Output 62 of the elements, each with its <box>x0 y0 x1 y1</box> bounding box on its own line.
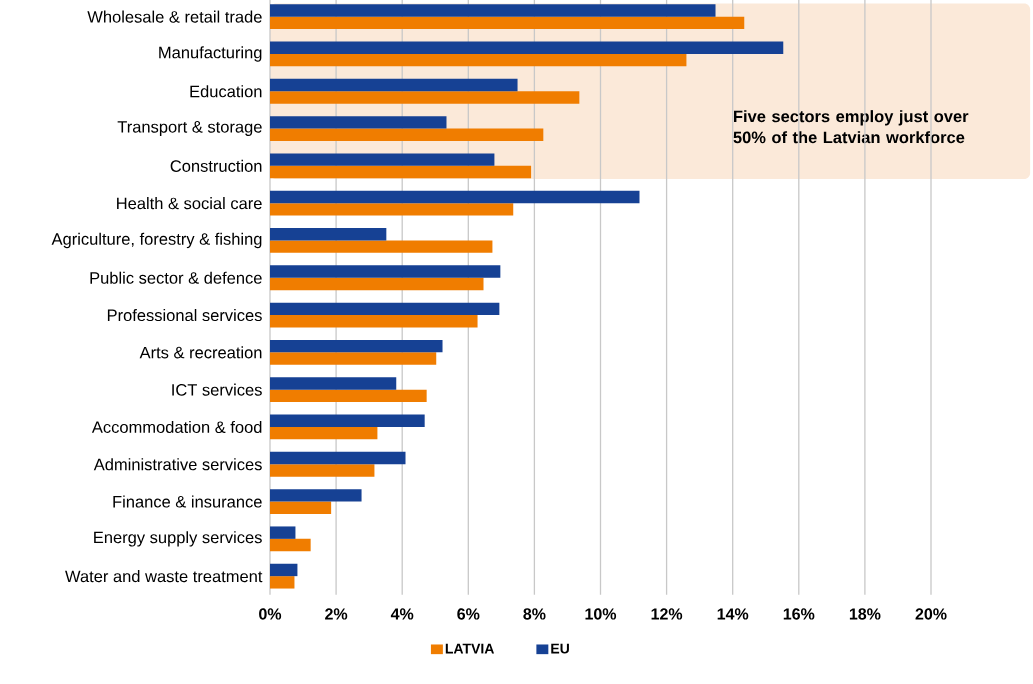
bar <box>270 16 745 30</box>
bar <box>270 451 406 465</box>
band-label: Five sectors employ just over 50% of the Latvian workforce <box>733 110 969 144</box>
bar <box>270 53 687 67</box>
bar <box>270 41 784 54</box>
x-tick-label: 14% <box>717 608 749 620</box>
bar <box>270 78 518 92</box>
bar <box>270 426 378 440</box>
bar <box>270 389 427 403</box>
y-tick-label: Education <box>190 85 262 98</box>
y-tick-label: Wholesale & retail trade <box>87 10 262 23</box>
bar <box>270 377 397 390</box>
bar <box>270 203 514 216</box>
y-tick-label: ICT services <box>172 383 262 396</box>
y-tick-label: Arts & recreation <box>139 346 262 359</box>
bar <box>270 526 296 539</box>
bar <box>270 277 484 291</box>
bar <box>270 165 532 179</box>
bar <box>270 538 311 552</box>
bar <box>270 339 443 353</box>
bar <box>270 563 298 577</box>
bar <box>270 576 295 589</box>
bar <box>270 352 437 365</box>
y-tick-label: Administrative services <box>93 458 262 471</box>
bar <box>270 4 716 17</box>
bar <box>270 464 375 477</box>
x-tick-label: 8% <box>523 608 546 620</box>
x-tick-label: 10% <box>585 608 617 620</box>
bar <box>270 190 640 204</box>
y-tick-label: Professional services <box>107 308 262 322</box>
bar <box>270 315 478 328</box>
y-tick-label: Manufacturing <box>159 46 262 62</box>
y-tick-label: Transport & storage <box>117 121 262 136</box>
bar <box>270 414 425 427</box>
x-tick-label: 20% <box>915 608 947 620</box>
x-tick-label: 18% <box>849 608 881 620</box>
bar <box>270 501 332 514</box>
legend-label: EU <box>551 643 569 654</box>
bar <box>270 240 493 253</box>
y-tick-label: Construction <box>170 159 262 172</box>
bar <box>270 153 495 166</box>
x-tick-label: 4% <box>390 608 414 620</box>
bar <box>270 228 387 241</box>
y-tick-label: Agriculture, forestry & fishing <box>51 232 262 249</box>
y-tick-label: Health & social care <box>117 197 262 210</box>
legend-label: LATVIA <box>445 643 495 654</box>
y-tick-label: Public sector & defence <box>90 271 262 284</box>
x-tick-label: 0% <box>259 608 282 620</box>
x-tick-label: 12% <box>651 608 683 620</box>
bar <box>270 302 500 316</box>
y-tick-label: Energy supply services <box>94 531 262 547</box>
x-tick-label: 6% <box>457 608 480 620</box>
x-tick-label: 16% <box>783 608 815 620</box>
y-tick-label: Finance & insurance <box>113 495 262 508</box>
y-tick-label: Accommodation & food <box>91 420 262 433</box>
bar <box>270 489 362 502</box>
bar <box>270 91 580 104</box>
bar <box>270 128 544 141</box>
bar <box>270 116 447 129</box>
y-tick-label: Water and waste treatment <box>65 570 263 583</box>
bar <box>270 265 501 278</box>
x-tick-label: 2% <box>325 608 348 620</box>
